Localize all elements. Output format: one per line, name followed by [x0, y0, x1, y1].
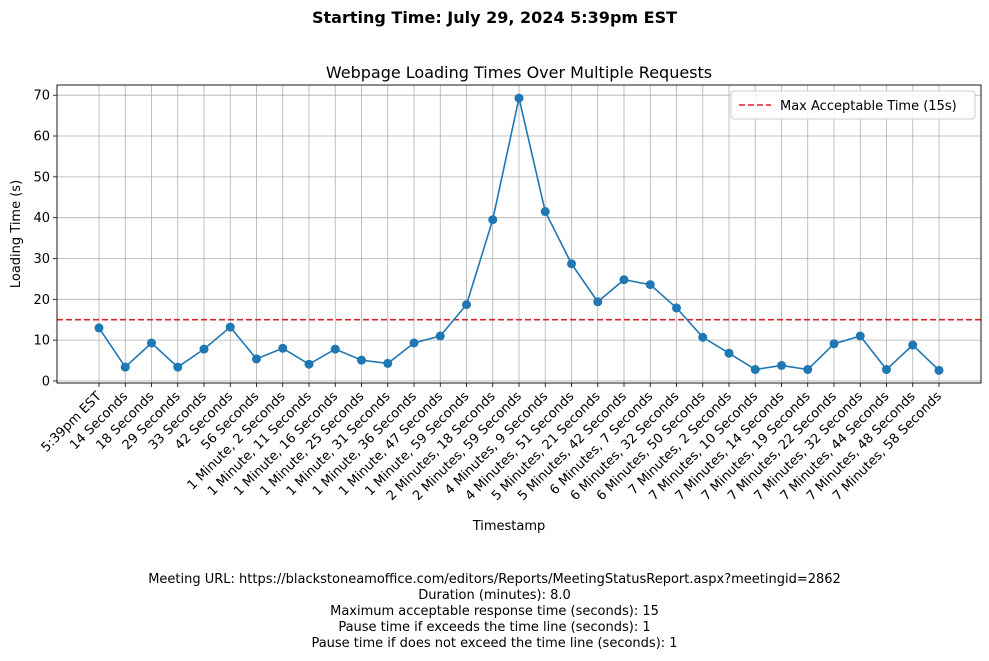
data-point	[750, 365, 760, 375]
data-point	[908, 340, 918, 350]
data-point	[567, 259, 576, 269]
data-point	[777, 360, 786, 370]
y-tick-label: 40	[33, 211, 50, 226]
data-point	[225, 322, 235, 332]
data-point	[357, 355, 366, 365]
y-tick-label: 20	[33, 293, 50, 308]
data-point	[278, 343, 288, 353]
data-point	[698, 332, 708, 342]
data-point	[619, 275, 629, 285]
data-point	[147, 338, 156, 348]
data-point	[514, 93, 524, 103]
data-point	[645, 280, 655, 290]
y-axis-label: Loading Time (s)	[9, 180, 24, 288]
y-tick-label: 70	[33, 89, 50, 104]
x-axis-label: Timestamp	[472, 519, 546, 534]
footer-pause-not-exceeds: Pause time if does not exceed the time l…	[311, 636, 678, 651]
data-point	[672, 303, 681, 313]
data-point	[435, 331, 445, 341]
data-point	[462, 300, 471, 310]
data-point	[173, 362, 183, 372]
data-point	[304, 359, 314, 369]
data-point	[882, 365, 891, 375]
footer-max-response: Maximum acceptable response time (second…	[330, 604, 659, 619]
y-tick-label: 30	[33, 252, 50, 267]
data-point	[855, 331, 865, 341]
data-point	[409, 338, 419, 348]
footer-pause-exceeds: Pause time if exceeds the time line (sec…	[338, 620, 651, 635]
footer-duration: Duration (minutes): 8.0	[418, 588, 571, 603]
data-point	[120, 362, 130, 372]
footer-info: Meeting URL: https://blackstoneamoffice.…	[0, 572, 989, 652]
y-tick-label: 10	[33, 334, 50, 349]
legend-box	[730, 90, 976, 120]
legend-label: Max Acceptable Time (15s)	[780, 99, 957, 114]
data-point	[593, 297, 603, 307]
y-tick-label: 60	[33, 130, 50, 145]
y-tick-label: 0	[42, 374, 50, 389]
data-point	[94, 323, 104, 333]
data-point	[383, 358, 393, 368]
data-point	[724, 348, 734, 358]
data-point	[540, 207, 550, 217]
data-point	[829, 339, 839, 349]
y-tick-label: 50	[33, 170, 50, 185]
chart-title: Webpage Loading Times Over Multiple Requ…	[326, 63, 712, 82]
data-point	[488, 215, 498, 225]
data-point	[934, 365, 944, 375]
footer-meeting-url: Meeting URL: https://blackstoneamoffice.…	[148, 572, 841, 587]
data-point	[252, 354, 261, 364]
data-point	[199, 344, 209, 354]
data-point	[330, 344, 340, 354]
data-point	[803, 365, 813, 375]
figure-suptitle: Starting Time: July 29, 2024 5:39pm EST	[312, 8, 677, 27]
